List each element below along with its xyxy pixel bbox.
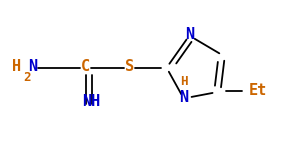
Text: H: H xyxy=(180,75,187,88)
Text: 2: 2 xyxy=(23,71,31,84)
Text: C: C xyxy=(81,59,90,74)
Text: N: N xyxy=(28,59,37,74)
Text: S: S xyxy=(125,59,134,74)
Text: Et: Et xyxy=(249,82,267,98)
Text: N: N xyxy=(179,90,188,104)
Text: NH: NH xyxy=(82,94,101,109)
Text: N: N xyxy=(185,27,194,42)
Text: H: H xyxy=(12,59,21,74)
